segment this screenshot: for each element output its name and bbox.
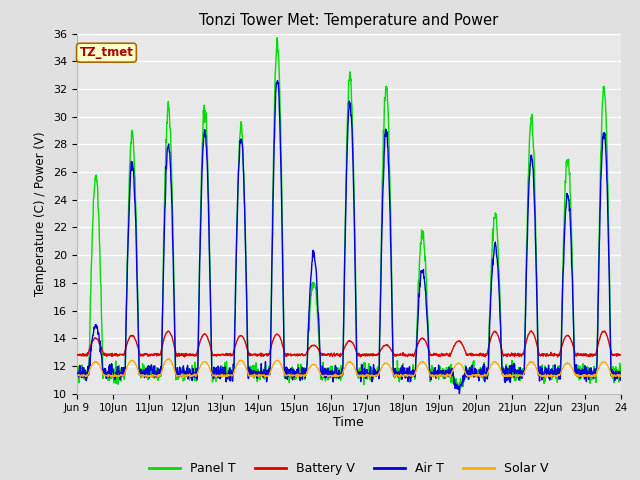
Panel T [452, 384, 460, 390]
Solar V [505, 372, 513, 378]
Battery V [433, 351, 441, 357]
Text: TZ_tmet: TZ_tmet [79, 46, 133, 59]
Line: Air T: Air T [77, 81, 621, 394]
Legend: Panel T, Battery V, Air T, Solar V: Panel T, Battery V, Air T, Solar V [144, 457, 554, 480]
Air T [274, 78, 282, 84]
Solar V [434, 372, 442, 378]
Solar V [543, 374, 550, 380]
Air T [73, 372, 81, 378]
Air T [456, 391, 463, 396]
Battery V [73, 352, 81, 358]
Air T [194, 369, 202, 375]
Battery V [617, 352, 625, 358]
Y-axis label: Temperature (C) / Power (V): Temperature (C) / Power (V) [35, 132, 47, 296]
Battery V [527, 328, 534, 334]
Battery V [504, 351, 512, 357]
Panel T [73, 365, 81, 371]
Air T [434, 368, 442, 373]
X-axis label: Time: Time [333, 416, 364, 429]
Battery V [255, 352, 262, 358]
Panel T [194, 363, 202, 369]
Line: Battery V: Battery V [77, 331, 621, 357]
Solar V [553, 373, 561, 379]
Panel T [255, 375, 262, 381]
Panel T [180, 377, 188, 383]
Air T [617, 373, 625, 379]
Air T [180, 371, 188, 377]
Solar V [165, 356, 173, 361]
Panel T [617, 371, 625, 377]
Battery V [554, 354, 561, 360]
Line: Panel T: Panel T [77, 38, 621, 387]
Solar V [181, 372, 189, 378]
Battery V [553, 352, 561, 358]
Battery V [194, 347, 202, 352]
Panel T [553, 368, 561, 373]
Solar V [195, 369, 202, 374]
Battery V [180, 354, 188, 360]
Air T [255, 369, 262, 375]
Solar V [617, 372, 625, 378]
Air T [553, 372, 561, 378]
Solar V [255, 372, 263, 377]
Line: Solar V: Solar V [77, 359, 621, 377]
Air T [505, 372, 513, 378]
Panel T [434, 368, 442, 374]
Panel T [273, 35, 281, 41]
Title: Tonzi Tower Met: Temperature and Power: Tonzi Tower Met: Temperature and Power [199, 13, 499, 28]
Solar V [73, 372, 81, 378]
Panel T [505, 363, 513, 369]
